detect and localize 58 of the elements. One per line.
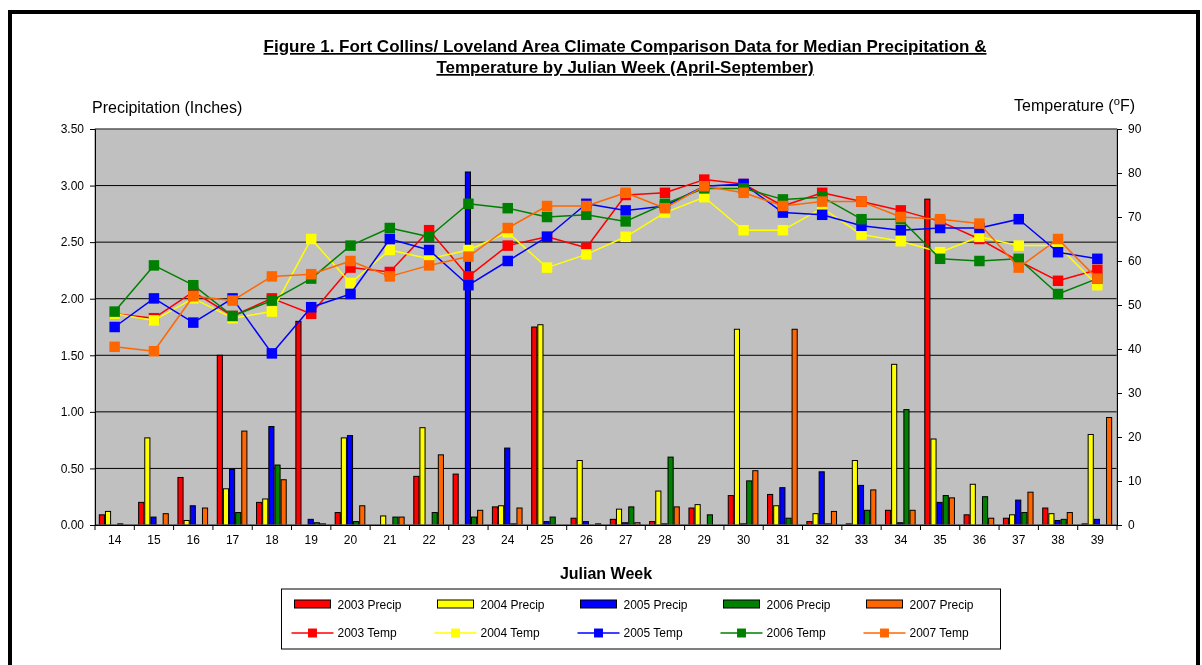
x-tick-label: 32 bbox=[815, 532, 830, 547]
x-tick-label: 24 bbox=[501, 532, 515, 547]
y-tick-label: 3.00 bbox=[60, 178, 85, 193]
legend-label: 2004 Temp bbox=[480, 626, 540, 640]
x-tick-label: 26 bbox=[579, 532, 594, 547]
x-tick-label: 27 bbox=[618, 532, 633, 547]
y2-tick-label: 80 bbox=[1128, 166, 1142, 181]
x-tick-label: 39 bbox=[1090, 532, 1105, 547]
x-tick-label: 18 bbox=[265, 532, 279, 547]
legend-label: 2007 Temp bbox=[909, 626, 969, 640]
y-axis-title: Precipitation (Inches) bbox=[92, 99, 243, 116]
y-tick-label: 1.00 bbox=[60, 405, 85, 420]
legend-label: 2003 Precip bbox=[337, 598, 402, 612]
y2-axis-title: Temperature ($^{o}$F) bbox=[1014, 95, 1135, 114]
y2-tick-label: 60 bbox=[1128, 254, 1142, 269]
x-tick-label: 36 bbox=[972, 532, 987, 547]
legend-label: 2006 Precip bbox=[766, 598, 831, 612]
y-tick-label: 3.50 bbox=[60, 122, 85, 137]
chart-title: Figure 1. Fort Collins/ Loveland Area Climate Comparison Data for Median Precipitation & Temperature by Julian Week (April-September) bbox=[263, 37, 987, 77]
x-tick-label: 38 bbox=[1051, 532, 1066, 547]
legend-label: 2003 Temp bbox=[337, 626, 397, 640]
y2-tick-label: 0 bbox=[1128, 518, 1135, 533]
y-tick-label: 0.00 bbox=[60, 518, 85, 533]
x-tick-label: 21 bbox=[383, 532, 397, 547]
x-axis-title: Julian Week bbox=[559, 565, 653, 582]
y-tick-label: 2.50 bbox=[60, 235, 85, 250]
x-tick-label: 35 bbox=[933, 532, 948, 547]
x-tick-label: 28 bbox=[658, 532, 672, 547]
y2-tick-label: 90 bbox=[1128, 122, 1142, 137]
y-tick-label: 1.50 bbox=[60, 348, 85, 363]
y-tick-label: 0.50 bbox=[60, 461, 85, 476]
x-tick-label: 14 bbox=[107, 532, 122, 547]
x-tick-label: 19 bbox=[304, 532, 319, 547]
y-tick-label: 2.00 bbox=[60, 292, 85, 307]
legend-label: 2006 Temp bbox=[766, 626, 826, 640]
y2-tick-label: 50 bbox=[1128, 298, 1142, 313]
x-tick-label: 20 bbox=[343, 532, 358, 547]
x-tick-label: 25 bbox=[540, 532, 555, 547]
x-tick-label: 37 bbox=[1012, 532, 1026, 547]
y2-tick-label: 10 bbox=[1128, 474, 1142, 489]
x-tick-label: 22 bbox=[422, 532, 437, 547]
legend-label: 2005 Precip bbox=[623, 598, 688, 612]
legend-label: 2007 Precip bbox=[909, 598, 974, 612]
x-tick-label: 31 bbox=[776, 532, 790, 547]
x-tick-label: 23 bbox=[461, 532, 476, 547]
y2-tick-label: 70 bbox=[1128, 210, 1142, 225]
x-tick-label: 30 bbox=[736, 532, 751, 547]
legend-label: 2004 Precip bbox=[480, 598, 545, 612]
y2-tick-label: 30 bbox=[1128, 386, 1142, 401]
y2-tick-label: 20 bbox=[1128, 430, 1142, 445]
x-tick-label: 17 bbox=[225, 532, 240, 547]
x-tick-label: 15 bbox=[147, 532, 161, 547]
x-tick-label: 29 bbox=[697, 532, 712, 547]
y2-tick-label: 40 bbox=[1128, 342, 1142, 357]
x-tick-label: 16 bbox=[186, 532, 201, 547]
x-tick-label: 34 bbox=[894, 532, 908, 547]
x-tick-label: 33 bbox=[854, 532, 869, 547]
legend-label: 2005 Temp bbox=[623, 626, 683, 640]
